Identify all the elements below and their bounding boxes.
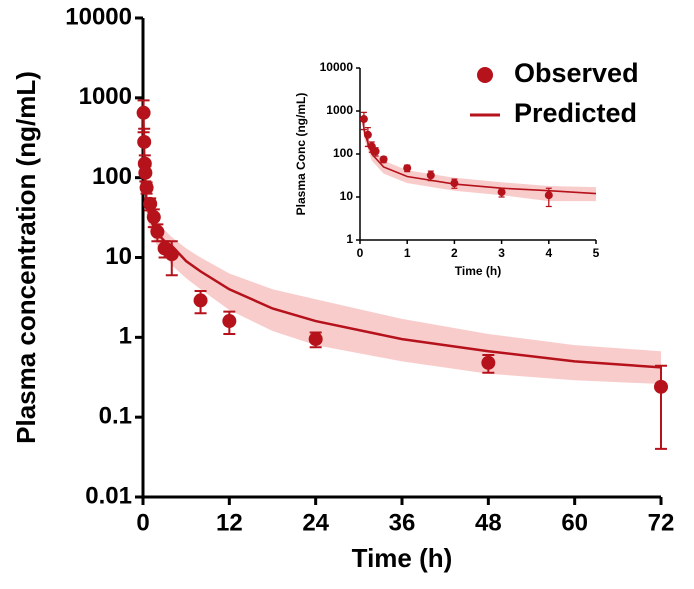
prediction-line: [361, 117, 597, 195]
observed-point: [222, 314, 237, 329]
x-tick-label: 2: [451, 246, 458, 260]
x-tick-label: 1: [404, 246, 411, 260]
x-tick-label: 5: [593, 246, 600, 260]
observed-point: [481, 355, 496, 370]
x-tick-label: 24: [302, 510, 329, 537]
x-axis-label: Time (h): [455, 264, 501, 278]
y-tick-label: 10: [105, 243, 132, 270]
y-tick-label: 10000: [320, 60, 354, 74]
observed-point: [139, 180, 154, 195]
y-tick-label: 1000: [326, 103, 353, 117]
prediction-band: [143, 101, 661, 385]
y-tick-label: 10000: [65, 3, 132, 30]
x-tick-label: 60: [561, 510, 588, 537]
x-tick-label: 3: [498, 246, 505, 260]
legend-marker: [477, 67, 493, 83]
x-tick-label: 48: [475, 510, 502, 537]
observed-point: [136, 105, 151, 120]
y-tick-label: 10: [340, 189, 354, 203]
x-tick-label: 4: [545, 246, 552, 260]
observed-point: [308, 332, 323, 347]
observed-point: [143, 196, 158, 211]
x-tick-label: 0: [136, 510, 149, 537]
x-axis-label: Time (h): [352, 543, 453, 573]
observed-point: [654, 379, 668, 394]
observed-point: [403, 164, 412, 173]
y-tick-label: 100: [92, 163, 132, 190]
observed-point: [150, 224, 165, 239]
y-axis-label: Plasma concentration (ng/mL): [11, 71, 41, 444]
observed-point: [363, 130, 372, 139]
y-tick-label: 1: [119, 323, 132, 350]
observed-point: [371, 147, 380, 156]
observed-point: [497, 188, 506, 197]
y-tick-label: 0.1: [99, 403, 132, 430]
x-tick-label: 36: [389, 510, 416, 537]
observed-point: [379, 155, 388, 164]
observed-point: [146, 210, 161, 225]
x-tick-label: 0: [357, 246, 364, 260]
observed-point: [138, 165, 153, 180]
observed-point: [450, 179, 459, 188]
y-tick-label: 100: [333, 146, 353, 160]
error-bar: [655, 364, 667, 450]
y-axis-label: Plasma Conc (ng/mL): [294, 93, 308, 216]
x-tick-label: 12: [216, 510, 243, 537]
legend-label: Predicted: [514, 98, 637, 128]
x-tick-label: 72: [648, 510, 675, 537]
observed-point: [426, 171, 435, 180]
y-tick-label: 0.01: [85, 482, 132, 509]
legend-label: Observed: [514, 58, 639, 88]
observed-point: [193, 293, 208, 308]
observed-point: [137, 134, 152, 149]
observed-point: [544, 191, 553, 200]
observed-point: [164, 247, 179, 262]
y-tick-label: 1000: [79, 83, 132, 110]
y-tick-label: 1: [346, 232, 353, 246]
observed-point: [359, 115, 368, 124]
